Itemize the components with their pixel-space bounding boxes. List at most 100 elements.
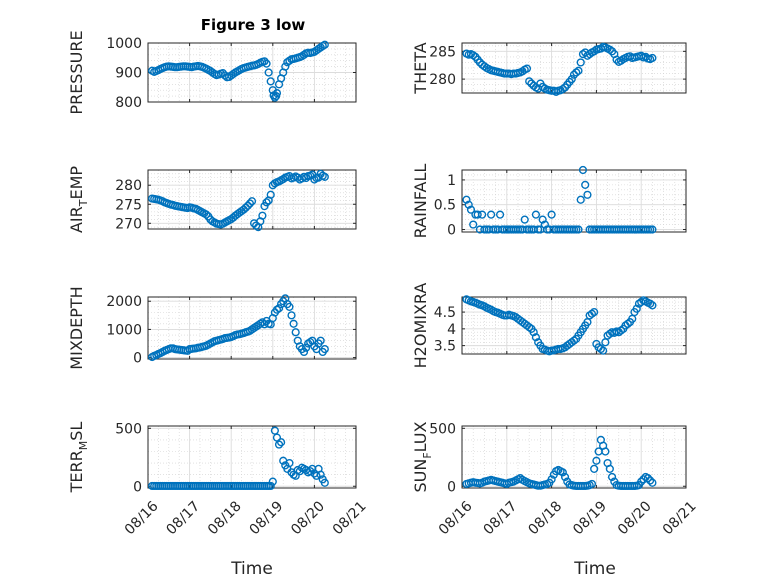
- y-axis-label-main: H2OMIXRA: [411, 283, 430, 369]
- data-point: [264, 68, 273, 77]
- data-point: [572, 68, 581, 77]
- data-point: [306, 467, 315, 476]
- data-point: [547, 475, 556, 484]
- data-point: [243, 201, 252, 210]
- data-point: [272, 89, 282, 98]
- y-axis-label-suffix: EMP: [67, 166, 86, 200]
- data-point: [274, 304, 284, 313]
- data-point: [247, 197, 257, 206]
- data-point: [592, 456, 601, 465]
- figure-title: Figure 3 low: [201, 16, 306, 34]
- y-axis-label-main: AIR: [67, 206, 86, 233]
- y-axis-label-main: TERR: [67, 450, 86, 493]
- y-axis-label: SUNFLUX: [411, 421, 434, 492]
- y-axis-label-subscript: T: [77, 199, 90, 207]
- x-tick-label: 08/20: [288, 498, 328, 538]
- y-tick-label: 280: [429, 72, 456, 88]
- data-point: [616, 326, 626, 335]
- subplot-left-2: 270 275 280 AIRTEMP: [67, 166, 357, 233]
- y-tick-label: 4: [447, 322, 456, 338]
- data-point: [531, 210, 541, 219]
- data-point: [285, 458, 294, 468]
- data-point: [547, 210, 556, 219]
- x-tick-label: 08/18: [205, 498, 245, 538]
- data-point: [648, 53, 657, 63]
- data-point: [567, 75, 576, 84]
- data-point: [560, 472, 570, 482]
- data-point: [469, 220, 478, 229]
- data-point: [241, 203, 250, 212]
- axes-box: [461, 42, 687, 94]
- y-axis-label: THETA: [411, 42, 430, 94]
- data-point: [637, 477, 646, 486]
- subplot-right-4: 08/16 08/17 08/18 08/19 08/20 08/210500SUNFLU…: [411, 421, 700, 538]
- y-tick-label: 0: [133, 351, 142, 367]
- data-point: [473, 210, 482, 219]
- data-point: [590, 307, 599, 317]
- data-point: [299, 347, 309, 357]
- data-point: [646, 476, 655, 485]
- data-point: [478, 210, 487, 219]
- data-point: [270, 93, 279, 102]
- subplot-left-4: 08/16 08/17 08/18 08/19 08/20 08/21 0 500 TERRMS…: [67, 421, 370, 538]
- data-point: [245, 199, 255, 208]
- data-point: [558, 85, 567, 94]
- data-point: [558, 468, 567, 477]
- y-axis-label-subscript: M: [77, 441, 90, 451]
- y-axis-label: AIRTEMP: [67, 166, 90, 233]
- data-point: [466, 205, 476, 214]
- data-point: [581, 180, 590, 189]
- axes-box: [147, 296, 357, 360]
- data-point: [648, 301, 657, 310]
- x-tick-label: 08/21: [660, 498, 700, 538]
- data-point: [590, 47, 599, 56]
- x-tick-label: 08/19: [247, 498, 287, 538]
- y-tick-label: 2000: [106, 294, 142, 310]
- data-point: [632, 304, 641, 313]
- data-point: [531, 333, 541, 342]
- y-axis-label: TERRMSL: [67, 422, 90, 494]
- data-point: [316, 336, 325, 345]
- y-axis-label: PRESSURE: [67, 30, 86, 114]
- data-point: [574, 66, 583, 75]
- x-tick-label: 08/18: [525, 498, 565, 538]
- data-point: [285, 302, 294, 311]
- data-point: [637, 51, 646, 60]
- y-tick-label: 270: [115, 216, 142, 232]
- data-point: [272, 433, 282, 442]
- y-axis-label: MIXDEPTH: [67, 286, 86, 369]
- y-tick-label: 1: [447, 173, 456, 189]
- y-axis-label: RAINFALL: [411, 164, 430, 239]
- y-axis-label-subscript: F: [421, 452, 434, 458]
- data-point: [607, 472, 617, 482]
- axes-box: [461, 296, 687, 355]
- y-tick-label: 280: [115, 178, 142, 194]
- y-axis-label-main: RAINFALL: [411, 164, 430, 239]
- data-point: [281, 62, 290, 71]
- data-point: [605, 464, 614, 473]
- data-point: [648, 478, 657, 487]
- y-tick-label: 4.5: [434, 305, 456, 321]
- y-axis-label-main: THETA: [411, 42, 430, 94]
- subplot-left-3: 0 1000 2000 MIXDEPTH: [67, 286, 357, 370]
- data-point: [540, 220, 549, 229]
- data-point: [596, 344, 605, 354]
- data-point: [262, 198, 271, 207]
- data-point: [578, 165, 588, 175]
- y-axis-label: H2OMIXRA: [411, 283, 430, 369]
- data-point: [277, 438, 286, 447]
- data-point: [487, 210, 496, 219]
- data-point: [258, 211, 267, 220]
- data-point: [648, 225, 657, 234]
- data-point: [576, 58, 585, 67]
- data-point: [623, 319, 632, 328]
- y-axis-label-suffix: SL: [67, 422, 86, 441]
- data-point: [538, 215, 547, 224]
- data-point: [462, 195, 471, 204]
- data-point: [301, 173, 311, 183]
- data-point: [310, 175, 319, 184]
